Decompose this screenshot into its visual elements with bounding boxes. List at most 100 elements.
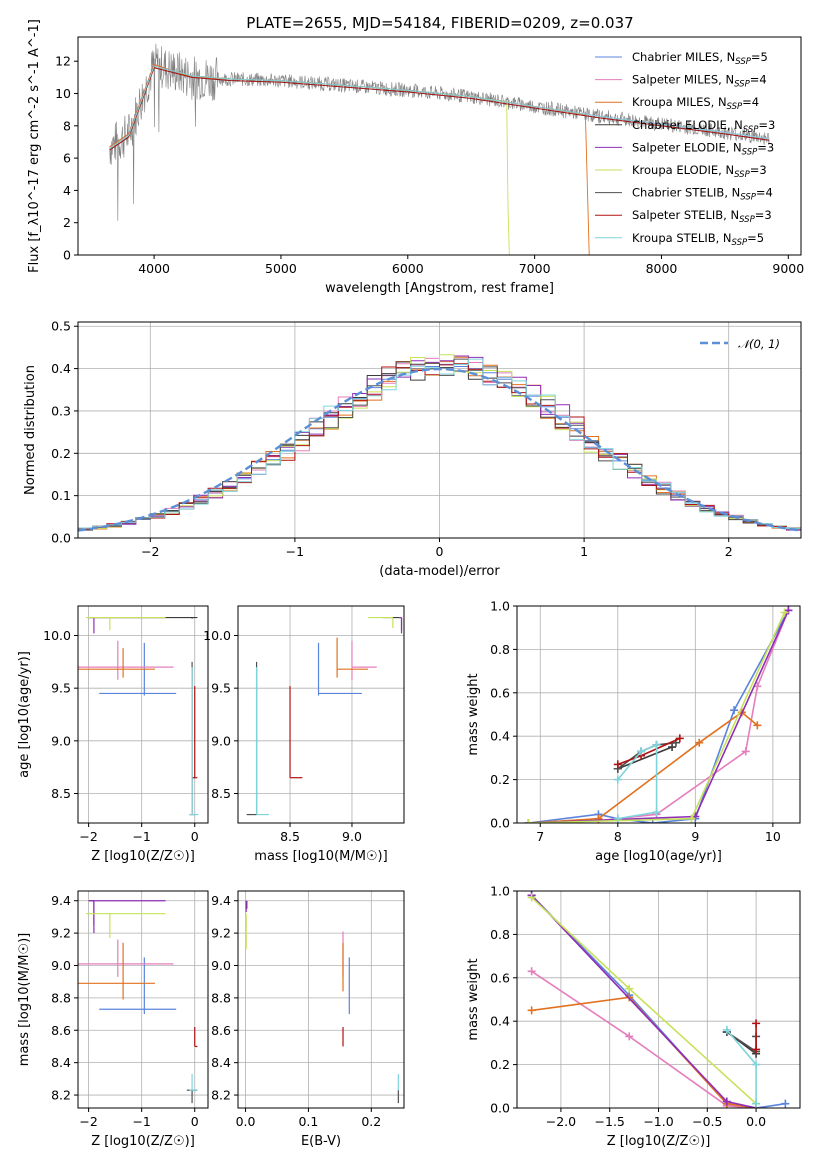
errorbar-point <box>85 616 166 631</box>
errorbar-point <box>351 640 377 680</box>
axes-mass-vs-Z: −2 −1 0 8.2 8.4 8.6 8.8 9.0 9.2 9.4 Z [log10(Z/Z☉)… <box>17 890 209 1149</box>
plot-area <box>109 43 770 255</box>
weight-marker <box>752 1045 761 1054</box>
weight-marker <box>637 747 646 756</box>
errorbar-point <box>189 667 199 816</box>
errorbar-point <box>78 942 155 1000</box>
y-tick-label: 4 <box>63 183 71 198</box>
plot-area <box>78 616 199 816</box>
y-tick-label: 9.4 <box>211 893 231 908</box>
x-axis-label: mass [log10(M/M☉)] <box>254 849 387 864</box>
weight-marker <box>722 1025 731 1034</box>
x-tick-label: −2 <box>79 829 97 844</box>
errorbar-point <box>336 637 369 678</box>
weight-line <box>531 896 757 1105</box>
axes-frame <box>77 321 802 539</box>
weight-marker <box>668 743 677 752</box>
x-tick-label: 9.0 <box>342 829 362 844</box>
legend-entry-label: Salpeter MILES, NSSP=4 <box>632 73 767 90</box>
y-tick-label: 0.0 <box>490 816 510 831</box>
weight-marker <box>527 967 536 976</box>
y-tick-label: 8 <box>63 118 71 133</box>
errorbar-point <box>88 900 95 926</box>
errorbar-point <box>189 1073 198 1091</box>
weight-marker <box>780 608 789 617</box>
spectrum-title: PLATE=2655, MJD=54184, FIBERID=0209, z=0… <box>246 14 633 32</box>
x-tick-label: 0.0 <box>236 1114 256 1129</box>
plot-area <box>527 891 790 1108</box>
y-axis-label: age [log10(age/yr)] <box>17 651 32 778</box>
axes-frame <box>237 605 405 824</box>
y-tick-label: 9.2 <box>211 926 231 941</box>
x-tick-label: 0 <box>191 1114 199 1129</box>
y-tick-label: 8.6 <box>211 1023 231 1038</box>
x-axis-label: age [log10(age/yr)] <box>595 849 722 864</box>
y-tick-label: 0.4 <box>490 729 510 744</box>
weight-marker <box>752 1019 761 1028</box>
legend-entry-label: Chabrier ELODIE, NSSP=3 <box>632 118 775 135</box>
weight-line <box>617 746 673 770</box>
axes-spectrum: 4000 5000 6000 7000 8000 9000 0 2 4 6 8 10 12 wavelen… <box>27 19 804 296</box>
axes-age-vs-mass: 8.5 9.0 8.5 9.0 9.5 10.0 mass [log10(M/M☉)] <box>203 605 405 864</box>
x-tick-label: 7 <box>536 829 544 844</box>
x-tick-label: −0.5 <box>692 1114 722 1129</box>
axes-mass-vs-ebv: 0.0 0.1 0.2 8.2 8.4 8.6 8.8 9.0 9.2 9.4 E(B-V) <box>211 890 405 1149</box>
axes-frame <box>516 605 801 824</box>
y-tick-label: 9.5 <box>51 681 71 696</box>
errorbar-point <box>78 939 174 977</box>
errorbar-point <box>192 686 198 779</box>
weight-marker <box>741 747 750 756</box>
y-tick-label: 9.0 <box>211 958 231 973</box>
y-tick-label: 9.0 <box>51 733 71 748</box>
y-tick-label: 0.6 <box>490 685 510 700</box>
errorbar-point <box>382 616 403 631</box>
weight-marker <box>752 1099 761 1108</box>
x-tick-label: −1 <box>132 829 150 844</box>
errorbar-point <box>78 648 155 678</box>
x-tick-label: −1 <box>132 1114 150 1129</box>
x-tick-label: 5000 <box>265 261 297 276</box>
plot-area <box>246 616 403 816</box>
axes-age-vs-Z: −2 −1 0 8.5 9.0 9.5 10.0 Z [log10(Z/Z☉)] age [lo… <box>17 605 209 864</box>
y-axis-label: Normed distribution <box>23 365 38 495</box>
x-tick-label: 8.5 <box>280 829 300 844</box>
x-tick-label: 4000 <box>138 261 170 276</box>
model-spectrum-line <box>109 65 770 149</box>
y-axis-label: mass weight <box>466 673 481 755</box>
y-tick-label: 0.2 <box>51 446 71 461</box>
normal-curve-line <box>78 367 801 532</box>
histogram-step-line <box>78 358 801 530</box>
weight-marker <box>613 775 622 784</box>
x-tick-label: 1 <box>580 544 588 559</box>
y-tick-label: 0.2 <box>490 1057 510 1072</box>
axes-frame <box>77 36 802 256</box>
legend-entry-label: Salpeter ELODIE, NSSP=3 <box>632 140 774 157</box>
axes-frame <box>77 890 209 1109</box>
y-tick-label: 1.0 <box>490 884 510 899</box>
weight-marker <box>527 1006 536 1015</box>
y-axis-label: mass [log10(M/M☉)] <box>17 933 32 1066</box>
axes-frame <box>237 890 405 1109</box>
y-tick-label: 1.0 <box>490 599 510 614</box>
legend-entry-label: Kroupa ELODIE, NSSP=3 <box>632 163 767 180</box>
y-tick-label: 8.5 <box>51 786 71 801</box>
weight-marker <box>613 760 622 769</box>
errorbar-point <box>246 661 258 816</box>
weight-marker <box>722 1097 731 1106</box>
axes-residuals: −2 −1 0 1 2 0.0 0.1 0.2 0.3 0.4 0.5 (data-model)/er… <box>23 319 802 579</box>
y-tick-label: 9.5 <box>211 681 231 696</box>
y-tick-label: 6 <box>63 151 71 166</box>
weight-marker <box>524 819 533 823</box>
legend-entry-label: Chabrier STELIB, NSSP=4 <box>632 186 773 203</box>
y-tick-label: 8.2 <box>51 1088 71 1103</box>
y-tick-label: 0.4 <box>51 361 71 376</box>
y-tick-label: 9.4 <box>51 893 71 908</box>
legend-entry-label: 𝒩(0, 1) <box>738 337 780 351</box>
x-tick-label: −1.0 <box>643 1114 673 1129</box>
weight-marker <box>625 984 634 993</box>
y-tick-label: 8.5 <box>211 786 231 801</box>
y-tick-label: 2 <box>63 215 71 230</box>
spectrum-legend: Chabrier MILES, NSSP=5 Salpeter MILES, NS… <box>595 50 775 248</box>
errorbar-point <box>255 667 269 816</box>
